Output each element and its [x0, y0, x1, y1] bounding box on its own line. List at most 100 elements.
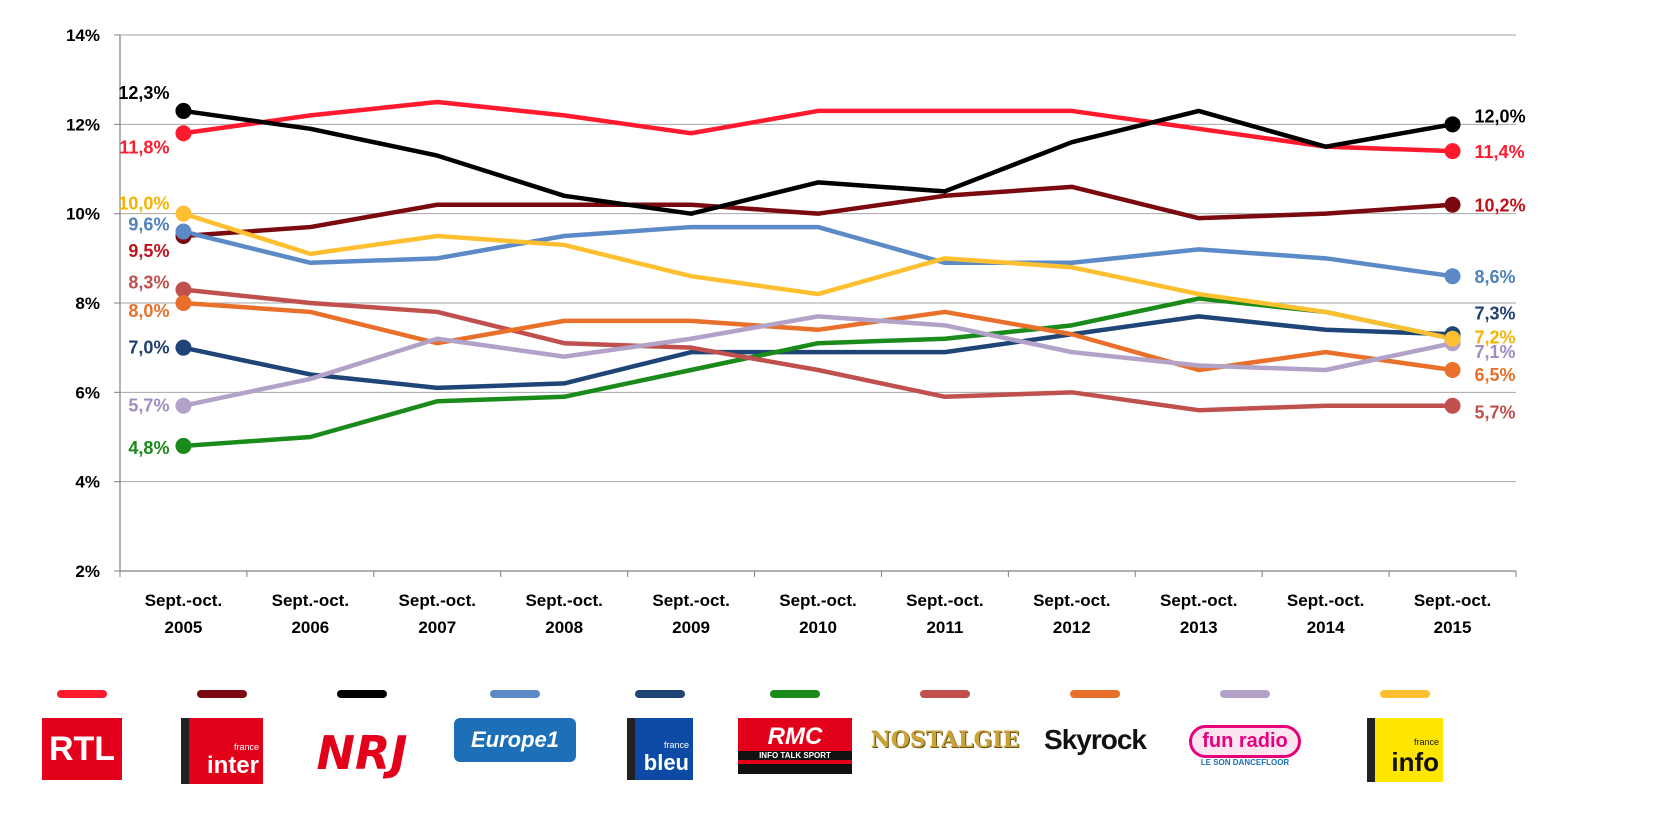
x-tick-label: Sept.-oct. 2012: [1033, 591, 1110, 637]
logo-text: RTL: [48, 729, 116, 768]
data-label: 5,7%: [1475, 403, 1516, 423]
logo-text: Skyrock: [1044, 724, 1147, 755]
legend-swatch: [337, 690, 387, 698]
legend-item: france info: [1330, 690, 1480, 790]
france-info-logo: france info: [1367, 718, 1443, 782]
series-start-marker: [175, 125, 192, 142]
series-line: [181, 314, 1455, 391]
logo-text: france: [233, 742, 259, 752]
series-line: [181, 184, 1455, 239]
logo-text: NRJ: [316, 726, 408, 780]
logo-text: Europe1: [470, 727, 560, 752]
data-label: 9,5%: [128, 241, 169, 261]
legend-swatch: [1220, 690, 1270, 698]
data-label: 12,0%: [1475, 106, 1526, 126]
series-end-marker: [1444, 362, 1461, 378]
series-start-marker: [175, 205, 192, 222]
legend-item: france inter: [147, 690, 297, 790]
y-tick-label: 4%: [75, 473, 100, 492]
legend-item: RMC INFO TALK SPORT: [720, 690, 870, 790]
series-end-marker: [1444, 330, 1461, 347]
logo-text: france: [1413, 737, 1439, 747]
data-label: 12,3%: [118, 83, 169, 103]
nrj-logo: NRJ: [316, 718, 407, 788]
x-tick-label: Sept.-oct. 2006: [272, 591, 349, 637]
data-label: 9,6%: [128, 215, 169, 235]
series-end-marker: [1444, 397, 1461, 414]
x-tick-label: Sept.-oct. 2014: [1287, 591, 1364, 637]
x-tick-label: Sept.-oct. 2008: [525, 591, 602, 637]
legend: RTL france inter NRJ Europe1 france bleu RMC INF…: [0, 690, 1654, 790]
logo-text: LE SON DANCEFLOOR: [1200, 758, 1290, 767]
series-line: [181, 224, 1455, 279]
series-start-marker: [175, 437, 192, 454]
y-tick-label: 8%: [75, 294, 100, 313]
data-label: 8,3%: [128, 273, 169, 293]
y-tick-label: 2%: [75, 562, 100, 581]
legend-item: fun radio LE SON DANCEFLOOR: [1170, 690, 1320, 790]
series-start-marker: [175, 281, 192, 298]
x-tick-label: Sept.-oct. 2011: [906, 591, 983, 637]
legend-item: NOSTALGIE: [870, 690, 1020, 790]
data-label: 8,6%: [1475, 267, 1516, 287]
series-line: [181, 314, 1455, 408]
legend-item: RTL: [7, 690, 157, 790]
series-end-marker: [1444, 196, 1461, 213]
france-bleu-logo: france bleu: [627, 718, 693, 780]
data-label: 4,8%: [128, 438, 169, 458]
data-label: 5,7%: [128, 396, 169, 416]
data-label: 11,4%: [1475, 142, 1525, 162]
x-tick-label: Sept.-oct. 2010: [779, 591, 856, 637]
logo-text: INFO TALK SPORT: [738, 750, 852, 760]
series-line: [181, 108, 1455, 216]
series-line: [181, 211, 1455, 341]
legend-swatch: [635, 690, 685, 698]
france-inter-logo: france inter: [181, 718, 263, 784]
legend-item: Skyrock: [1020, 690, 1170, 790]
legend-item: Europe1: [440, 690, 590, 790]
series-line: [181, 287, 1455, 413]
fun-radio-logo: fun radio LE SON DANCEFLOOR: [1172, 718, 1318, 774]
series-line: [181, 300, 1455, 373]
logo-text: inter: [206, 752, 259, 779]
y-tick-label: 14%: [66, 26, 100, 45]
series-line: [181, 296, 1455, 449]
data-label: 7,2%: [1475, 328, 1516, 348]
series-end-marker: [1444, 268, 1461, 285]
y-tick-label: 12%: [66, 115, 100, 134]
series-start-marker: [175, 102, 192, 119]
europe1-logo: Europe1: [454, 718, 576, 762]
logo-text: bleu: [643, 750, 689, 775]
x-tick-label: Sept.-oct. 2007: [399, 591, 476, 637]
nostalgie-logo: NOSTALGIE: [871, 718, 1020, 762]
data-label: 7,1%: [1475, 342, 1516, 362]
series-start-marker: [175, 339, 192, 356]
y-tick-label: 10%: [66, 205, 100, 224]
data-label: 7,3%: [1475, 303, 1516, 323]
legend-swatch: [197, 690, 247, 698]
legend-swatch: [770, 690, 820, 698]
legend-swatch: [57, 690, 107, 698]
series-end-marker: [1444, 116, 1461, 133]
line-chart: 2% 4% 6% 8% 10% 12% 14% Sept.-oct. 2005 Sept.-oct…: [66, 26, 1526, 637]
y-tick-label: 6%: [75, 383, 100, 402]
logo-text: info: [1391, 747, 1439, 777]
series-start-marker: [175, 397, 192, 414]
series-start-marker: [175, 223, 192, 240]
x-tick-label: Sept.-oct. 2005: [145, 591, 222, 637]
data-label: 11,8%: [119, 137, 169, 157]
x-tick-label: Sept.-oct. 2015: [1414, 591, 1491, 637]
logo-text: NOSTALGIE: [870, 727, 1020, 753]
series-start-marker: [175, 295, 192, 311]
legend-item: france bleu: [585, 690, 735, 790]
data-label: 8,0%: [128, 301, 169, 321]
legend-swatch: [1380, 690, 1430, 698]
legend-swatch: [490, 690, 540, 698]
series-line: [181, 99, 1455, 154]
legend-item: NRJ: [287, 690, 437, 790]
skyrock-logo: Skyrock: [1033, 718, 1157, 762]
rtl-logo: RTL: [42, 718, 122, 780]
data-label: 6,5%: [1475, 365, 1516, 385]
x-tick-label: Sept.-oct. 2009: [652, 591, 729, 637]
data-label: 10,0%: [118, 194, 169, 214]
